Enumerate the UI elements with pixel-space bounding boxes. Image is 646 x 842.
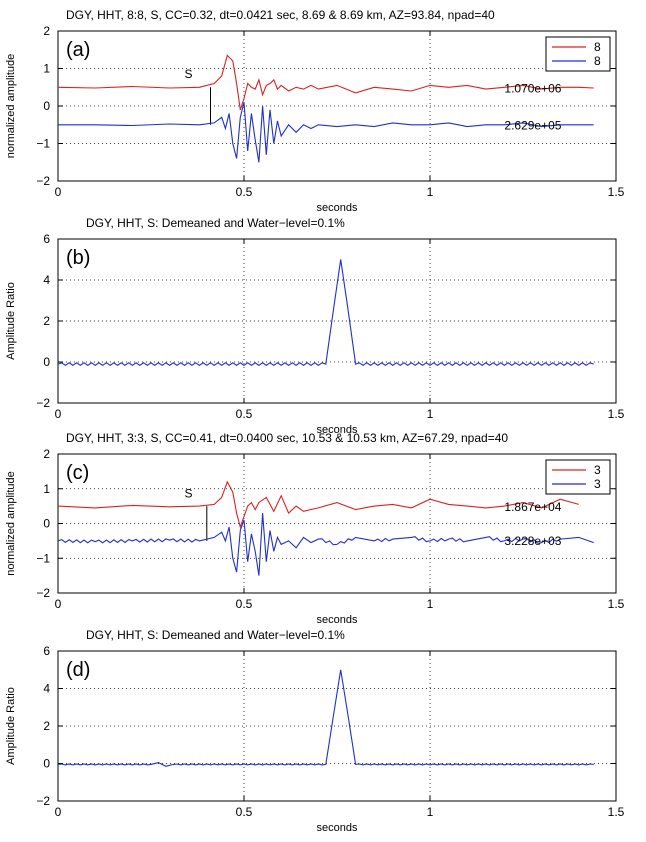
y-tick-label: −2 [36, 794, 50, 808]
annotation: S [184, 486, 192, 500]
legend-box [545, 36, 611, 72]
chart-title: DGY, HHT, 3:3, S, CC=0.41, dt=0.0400 sec… [66, 431, 508, 445]
x-tick-label: 1.5 [608, 597, 625, 611]
annotation: 1.867e+04 [504, 500, 561, 514]
panel-label: (c) [66, 462, 89, 484]
y-tick-label: 1 [43, 62, 50, 76]
x-tick-label: 0 [55, 597, 62, 611]
chart-title: DGY, HHT, S: Demeaned and Water−level=0.… [86, 628, 345, 642]
plot-area [57, 453, 617, 594]
plot-area [57, 238, 617, 404]
y-tick-label: 2 [43, 719, 50, 733]
y-tick-label: −2 [36, 396, 50, 410]
chart-title: DGY, HHT, 8:8, S, CC=0.32, dt=0.0421 sec… [66, 8, 495, 22]
x-tick-label: 0.5 [236, 597, 253, 611]
y-axis-label: normalized amplitude [5, 54, 17, 159]
y-tick-label: 4 [43, 273, 50, 287]
y-tick-label: 0 [43, 355, 50, 369]
y-tick-label: 6 [43, 644, 50, 658]
y-axis-label: Amplitude Ratio [5, 687, 17, 765]
plot-area [57, 650, 617, 802]
y-tick-label: 0 [43, 517, 50, 531]
legend-label: 8 [594, 40, 601, 54]
x-tick-label: 0.5 [236, 805, 253, 819]
x-tick-label: 1 [427, 407, 434, 421]
series-line-1 [57, 259, 594, 366]
x-tick-label: 1 [427, 597, 434, 611]
y-axis-label: normalized amplitude [5, 471, 17, 576]
y-tick-label: 0 [43, 757, 50, 771]
annotation: 3.228e+03 [504, 534, 561, 548]
legend: 33 [545, 459, 611, 495]
annotation: S [184, 67, 192, 81]
x-axis-label: seconds [317, 202, 358, 214]
chart-panel-a: 0 0.5 1 1.5 −2 −1 0 1 2 DGY, HHT, 8:8, S, CC=0.32… [5, 8, 625, 214]
y-tick-label: 6 [43, 232, 50, 246]
y-tick-label: 2 [43, 24, 50, 38]
series-line-1 [57, 54, 594, 110]
chart-panel-b: 0 0.5 1 1.5 −2 0 2 4 6 DGY, HHT, S: Demeaned and … [5, 216, 625, 436]
series-line-1 [57, 669, 594, 767]
series-line-2 [57, 513, 594, 576]
x-tick-label: 1.5 [608, 407, 625, 421]
x-axis-label: seconds [317, 424, 358, 436]
x-axis-label: seconds [317, 822, 358, 834]
x-tick-label: 0.5 [236, 185, 253, 199]
chart-panel-d: 0 0.5 1 1.5 −2 0 2 4 6 DGY, HHT, S: Demeaned and … [5, 628, 625, 834]
legend-label: 3 [594, 463, 601, 477]
x-tick-label: 1.5 [608, 185, 625, 199]
plot-area [57, 30, 617, 182]
x-tick-label: 0 [55, 805, 62, 819]
y-tick-label: −1 [36, 137, 50, 151]
x-tick-label: 1 [427, 185, 434, 199]
x-tick-label: 0 [55, 407, 62, 421]
y-tick-label: 4 [43, 682, 50, 696]
chart-panel-c: 0 0.5 1 1.5 −2 −1 0 1 2 DGY, HHT, 3:3, S, CC=0.41… [5, 431, 625, 626]
series-line-1 [57, 480, 579, 529]
legend: 88 [545, 36, 611, 72]
y-tick-label: −2 [36, 174, 50, 188]
chart-title: DGY, HHT, S: Demeaned and Water−level=0.… [86, 216, 345, 230]
x-tick-label: 1.5 [608, 805, 625, 819]
x-tick-label: 0.5 [236, 407, 253, 421]
legend-box [545, 459, 611, 495]
series-line-2 [58, 102, 594, 163]
annotation: 2.629e+05 [504, 118, 561, 132]
x-axis-label: seconds [317, 614, 358, 626]
x-tick-label: 1 [427, 805, 434, 819]
y-axis-label: Amplitude Ratio [5, 282, 17, 360]
panel-label: (d) [66, 659, 90, 681]
y-tick-label: −1 [36, 551, 50, 565]
y-tick-label: 2 [43, 447, 50, 461]
y-tick-label: 0 [43, 99, 50, 113]
y-tick-label: 1 [43, 482, 50, 496]
panel-label: (a) [66, 39, 90, 61]
panel-label: (b) [66, 247, 90, 269]
legend-label: 8 [594, 54, 601, 68]
legend-label: 3 [594, 477, 601, 491]
x-tick-label: 0 [55, 185, 62, 199]
y-tick-label: −2 [36, 586, 50, 600]
annotation: 1.070e+06 [504, 82, 561, 96]
y-tick-label: 2 [43, 314, 50, 328]
